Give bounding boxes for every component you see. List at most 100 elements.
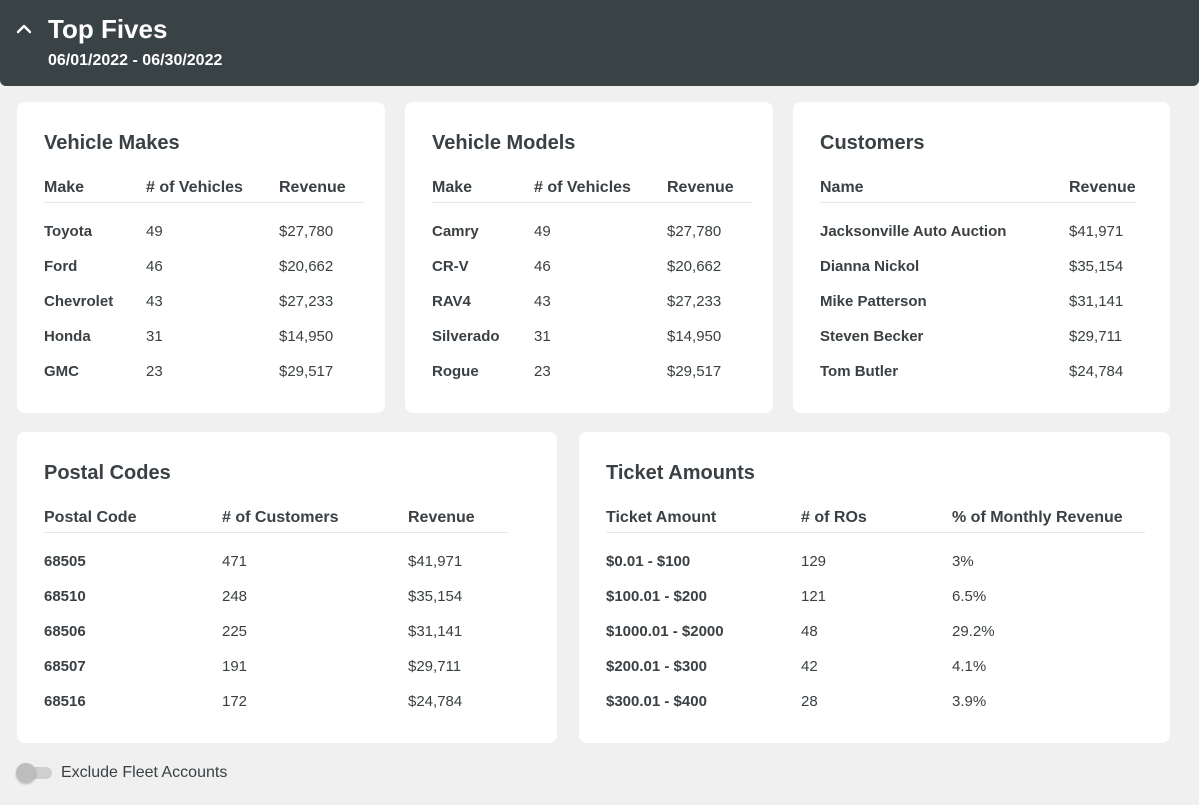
table-row: 68507 191 $29,711: [17, 658, 557, 678]
table-row: Ford 46 $20,662: [17, 258, 385, 278]
row-label: Jacksonville Auto Auction: [820, 223, 1007, 240]
row-value: $41,971: [408, 553, 463, 570]
table-row: GMC 23 $29,517: [17, 363, 385, 383]
column-header: # of ROs: [801, 509, 867, 526]
column-header: Postal Code: [44, 509, 137, 526]
table-row: Honda 31 $14,950: [17, 328, 385, 348]
row-label: $100.01 - $200: [606, 588, 707, 605]
postal-codes-card: Postal Codes Postal Code # of Customers Re…: [17, 432, 557, 743]
row-value: $29,517: [279, 363, 334, 380]
row-value: $41,971: [1069, 223, 1124, 240]
collapse-button[interactable]: [12, 18, 36, 42]
row-value: 4.1%: [952, 658, 987, 675]
table-row: Steven Becker $29,711: [793, 328, 1170, 348]
table-row: Dianna Nickol $35,154: [793, 258, 1170, 278]
row-label: 68510: [44, 588, 86, 605]
column-header: Ticket Amount: [606, 509, 717, 526]
row-value: 28: [801, 693, 818, 710]
row-label: Mike Patterson: [820, 293, 927, 310]
header-divider: [820, 202, 1136, 203]
header-divider: [44, 202, 364, 203]
vehicle-models-card: Vehicle Models Make # of Vehicles Revenue C…: [405, 102, 773, 413]
column-header: Revenue: [667, 179, 734, 196]
row-label: 68505: [44, 553, 86, 570]
row-value: $24,784: [1069, 363, 1124, 380]
row-value: 3%: [952, 553, 974, 570]
card-title: Customers: [820, 132, 925, 154]
table-row: Chevrolet 43 $27,233: [17, 293, 385, 313]
row-label: 68507: [44, 658, 86, 675]
row-label: $0.01 - $100: [606, 553, 691, 570]
exclude-fleet-label: Exclude Fleet Accounts: [61, 764, 228, 781]
column-header: # of Vehicles: [146, 179, 243, 196]
row-value: 43: [146, 293, 163, 310]
row-label: Honda: [44, 328, 91, 345]
row-value: 471: [222, 553, 248, 570]
card-title: Ticket Amounts: [606, 462, 755, 484]
table-row: 68516 172 $24,784: [17, 693, 557, 713]
row-value: 49: [146, 223, 163, 240]
row-value: 191: [222, 658, 248, 675]
top-fives-header: Top Fives 06/01/2022 - 06/30/2022: [0, 0, 1199, 86]
row-label: 68516: [44, 693, 86, 710]
table-row: $300.01 - $400 28 3.9%: [579, 693, 1170, 713]
row-value: $20,662: [667, 258, 722, 275]
column-header: Revenue: [1069, 179, 1136, 196]
row-value: 23: [146, 363, 163, 380]
row-value: 23: [534, 363, 551, 380]
table-row: 68506 225 $31,141: [17, 623, 557, 643]
row-value: $14,950: [667, 328, 722, 345]
row-label: GMC: [44, 363, 79, 380]
row-label: RAV4: [432, 293, 471, 310]
row-value: $14,950: [279, 328, 334, 345]
toggle-knob: [16, 763, 36, 783]
row-value: 48: [801, 623, 818, 640]
table-row: Rogue 23 $29,517: [405, 363, 773, 383]
row-value: $20,662: [279, 258, 334, 275]
chevron-up-icon: [16, 24, 32, 34]
row-value: 225: [222, 623, 248, 640]
row-value: 46: [146, 258, 163, 275]
table-row: $1000.01 - $2000 48 29.2%: [579, 623, 1170, 643]
row-value: 31: [146, 328, 163, 345]
row-value: $35,154: [1069, 258, 1124, 275]
row-value: 43: [534, 293, 551, 310]
vehicle-makes-card: Vehicle Makes Make # of Vehicles Revenue To…: [17, 102, 385, 413]
row-label: Tom Butler: [820, 363, 899, 380]
table-row: Jacksonville Auto Auction $41,971: [793, 223, 1170, 243]
header-divider: [44, 532, 508, 533]
row-value: $24,784: [408, 693, 463, 710]
row-label: Toyota: [44, 223, 93, 240]
row-label: Steven Becker: [820, 328, 924, 345]
row-label: 68506: [44, 623, 86, 640]
row-value: 49: [534, 223, 551, 240]
row-label: $200.01 - $300: [606, 658, 707, 675]
row-value: $29,711: [1069, 328, 1123, 345]
table-row: RAV4 43 $27,233: [405, 293, 773, 313]
column-header: Make: [44, 179, 85, 196]
row-value: 121: [801, 588, 827, 605]
ticket-amounts-card: Ticket Amounts Ticket Amount # of ROs % of…: [579, 432, 1170, 743]
header-divider: [606, 532, 1145, 533]
row-value: 31: [534, 328, 551, 345]
column-header: Revenue: [279, 179, 346, 196]
table-row: CR-V 46 $20,662: [405, 258, 773, 278]
row-label: Ford: [44, 258, 78, 275]
table-row: Mike Patterson $31,141: [793, 293, 1170, 313]
date-range: 06/01/2022 - 06/30/2022: [48, 52, 223, 69]
row-value: $31,141: [408, 623, 463, 640]
column-header: # of Vehicles: [534, 179, 631, 196]
table-row: $0.01 - $100 129 3%: [579, 553, 1170, 573]
row-value: $27,780: [279, 223, 334, 240]
row-label: CR-V: [432, 258, 469, 275]
row-value: 248: [222, 588, 248, 605]
column-header: Name: [820, 179, 864, 196]
row-label: Rogue: [432, 363, 479, 380]
row-value: 46: [534, 258, 551, 275]
table-row: Silverado 31 $14,950: [405, 328, 773, 348]
exclude-fleet-toggle[interactable]: [16, 763, 52, 783]
row-label: Dianna Nickol: [820, 258, 920, 275]
table-row: $100.01 - $200 121 6.5%: [579, 588, 1170, 608]
card-title: Vehicle Models: [432, 132, 576, 154]
row-value: 6.5%: [952, 588, 987, 605]
